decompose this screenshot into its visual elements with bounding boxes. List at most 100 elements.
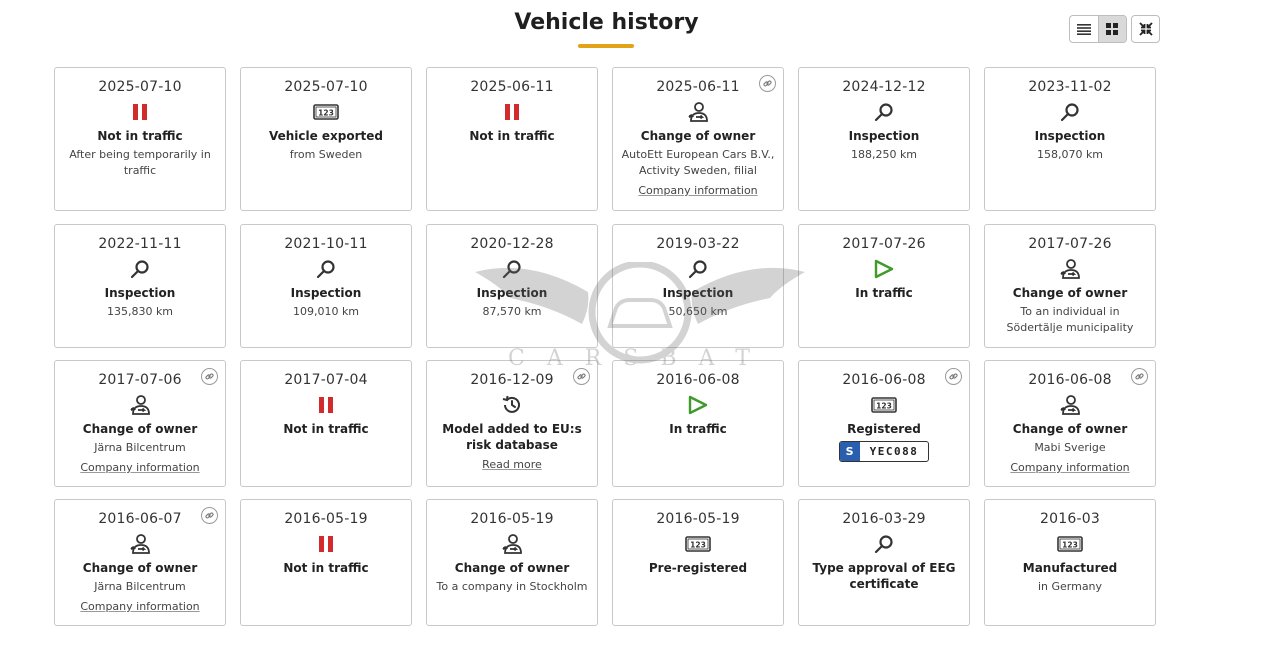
plate-number: YEC088 — [869, 445, 919, 458]
history-card: 2016-05-19 Not in traffic — [240, 499, 412, 626]
owner-change-icon — [55, 531, 225, 557]
inspection-search-icon — [985, 99, 1155, 125]
license-plate-icon: 123 — [241, 99, 411, 125]
event-date: 2016-03 — [1040, 511, 1100, 527]
plate-country: S — [839, 442, 860, 461]
event-title: Model added to EU:s risk database — [442, 422, 582, 452]
stop-icon — [241, 392, 411, 418]
event-title: Inspection — [848, 129, 920, 143]
event-title: Change of owner — [640, 129, 756, 143]
collapse-icon — [1138, 22, 1153, 36]
event-date: 2016-06-08 — [1028, 372, 1112, 388]
event-date: 2024-12-12 — [842, 79, 926, 95]
history-card: 2017-07-26 Change of owner To an individua… — [984, 224, 1156, 348]
event-detail: in Germany — [1037, 580, 1103, 593]
event-date: 2016-05-19 — [470, 511, 554, 527]
history-card: 2016-06-08 In traffic — [612, 360, 784, 487]
event-title: In traffic — [669, 422, 727, 436]
event-detail: To a company in Stockholm — [436, 580, 588, 593]
event-title: Inspection — [476, 286, 548, 300]
link-icon[interactable] — [201, 507, 218, 524]
view-toggle — [1069, 15, 1127, 43]
owner-change-icon — [55, 392, 225, 418]
event-title: Type approval of EEG certificate — [812, 561, 956, 591]
event-title: Change of owner — [454, 561, 570, 575]
license-plate-icon: 123 — [799, 392, 969, 418]
link-icon[interactable] — [573, 368, 590, 385]
svg-text:123: 123 — [876, 402, 892, 411]
link-icon[interactable] — [201, 368, 218, 385]
event-title: Inspection — [1034, 129, 1106, 143]
history-card: 2024-12-12 Inspection 188,250 km — [798, 67, 970, 211]
owner-change-icon — [985, 392, 1155, 418]
event-date: 2016-06-08 — [842, 372, 926, 388]
inspection-search-icon — [799, 99, 969, 125]
event-date: 2016-12-09 — [470, 372, 554, 388]
history-card: 2020-12-28 Inspection 87,570 km — [426, 224, 598, 348]
event-date: 2020-12-28 — [470, 236, 554, 252]
event-title: Inspection — [104, 286, 176, 300]
license-plate-icon: 123 — [613, 531, 783, 557]
svg-text:123: 123 — [690, 541, 706, 550]
history-card: 2016-06-07 Change of owner Järna Bilcentru… — [54, 499, 226, 626]
event-detail: 158,070 km — [1036, 148, 1104, 161]
inspection-search-icon — [55, 256, 225, 282]
history-card: 2017-07-26 In traffic — [798, 224, 970, 348]
event-title: Change of owner — [1012, 286, 1128, 300]
event-date: 2022-11-11 — [98, 236, 182, 252]
event-title: Change of owner — [82, 422, 198, 436]
event-title: Pre-registered — [648, 561, 748, 575]
history-card: 2025-06-11 Change of owner AutoEtt Europea… — [612, 67, 784, 211]
event-link[interactable]: Company information — [80, 600, 200, 613]
event-link[interactable]: Company information — [80, 461, 200, 474]
event-link[interactable]: Company information — [638, 184, 758, 197]
event-title: Not in traffic — [97, 129, 183, 143]
stop-icon — [241, 531, 411, 557]
link-icon[interactable] — [1131, 368, 1148, 385]
link-icon[interactable] — [945, 368, 962, 385]
event-detail: 87,570 km — [482, 305, 542, 318]
link-icon[interactable] — [759, 75, 776, 92]
inspection-search-icon — [241, 256, 411, 282]
event-date: 2017-07-26 — [842, 236, 926, 252]
event-date: 2019-03-22 — [656, 236, 740, 252]
collapse-button[interactable] — [1131, 15, 1160, 43]
history-card: 2016-12-09 Model added to EU:s risk datab… — [426, 360, 598, 487]
event-link[interactable]: Company information — [1010, 461, 1130, 474]
play-icon — [613, 392, 783, 418]
list-view-button[interactable] — [1070, 16, 1098, 42]
inspection-search-icon — [799, 531, 969, 557]
event-date: 2016-03-29 — [842, 511, 926, 527]
event-detail: To an individual in Södertälje municipal… — [1006, 305, 1134, 334]
event-title: Change of owner — [1012, 422, 1128, 436]
page-title: Vehicle history — [514, 10, 699, 35]
event-detail: 50,650 km — [668, 305, 728, 318]
list-icon — [1076, 24, 1091, 35]
owner-change-icon — [427, 531, 597, 557]
event-detail: 135,830 km — [106, 305, 174, 318]
event-title: Registered — [847, 422, 921, 436]
event-link[interactable]: Read more — [482, 458, 542, 471]
stop-icon — [427, 99, 597, 125]
event-date: 2016-05-19 — [656, 511, 740, 527]
grid-icon — [1106, 23, 1119, 35]
owner-change-icon — [985, 256, 1155, 282]
svg-text:123: 123 — [318, 109, 334, 118]
event-date: 2023-11-02 — [1028, 79, 1112, 95]
history-card: 2025-07-10 123 Vehicle exported from Sweden — [240, 67, 412, 211]
history-card: 2016-05-19 Change of owner To a company in… — [426, 499, 598, 626]
event-detail: 188,250 km — [850, 148, 918, 161]
event-title: Inspection — [290, 286, 362, 300]
svg-text:123: 123 — [1062, 541, 1078, 550]
history-card: 2016-03-29 Type approval of EEG certifica… — [798, 499, 970, 626]
history-card: 2023-11-02 Inspection 158,070 km — [984, 67, 1156, 211]
event-title: Not in traffic — [283, 561, 369, 575]
event-detail: Mabi Sverige — [1034, 441, 1106, 454]
inspection-search-icon — [427, 256, 597, 282]
history-icon — [427, 392, 597, 418]
history-card: 2019-03-22 Inspection 50,650 km — [612, 224, 784, 348]
event-date: 2021-10-11 — [284, 236, 368, 252]
grid-view-button[interactable] — [1097, 16, 1126, 42]
stop-icon — [55, 99, 225, 125]
play-icon — [799, 256, 969, 282]
